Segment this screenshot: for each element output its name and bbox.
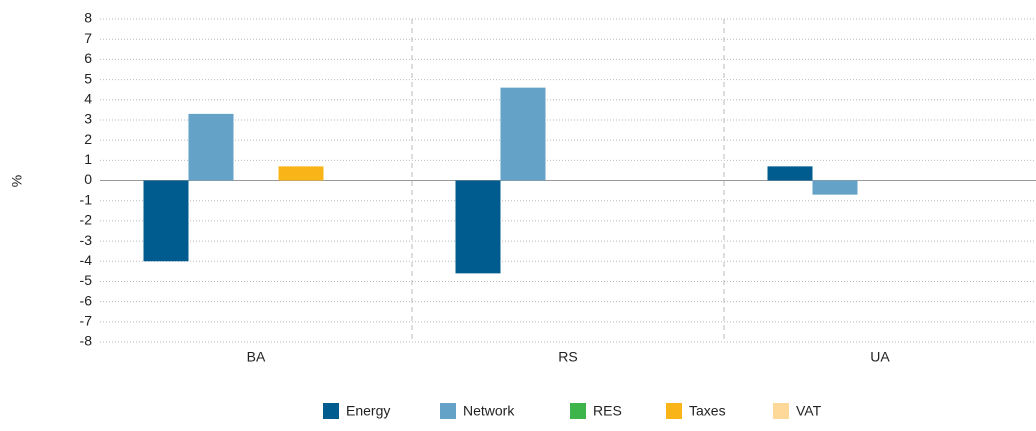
y-tick-label: -3 <box>80 232 93 248</box>
y-tick-label: -4 <box>80 252 93 268</box>
bar <box>767 166 813 181</box>
y-tick-label: 6 <box>84 50 92 66</box>
y-tick-label: 7 <box>84 30 92 46</box>
x-tick-label: BA <box>247 349 266 365</box>
legend-swatch <box>440 403 456 419</box>
legend-label: Taxes <box>689 403 726 419</box>
bar <box>455 180 501 274</box>
legend-swatch <box>323 403 339 419</box>
legend-label: Network <box>463 403 515 419</box>
legend-label: RES <box>593 403 622 419</box>
bar <box>143 180 189 262</box>
y-tick-label: -2 <box>80 212 93 228</box>
x-tick-label: RS <box>558 349 577 365</box>
bar <box>812 180 858 195</box>
legend-label: Energy <box>346 403 390 419</box>
y-tick-label: 4 <box>84 90 92 106</box>
legend-swatch <box>773 403 789 419</box>
y-tick-label: -1 <box>80 191 93 207</box>
bar <box>188 113 234 181</box>
y-tick-label: -5 <box>80 272 93 288</box>
y-tick-label: 2 <box>84 131 92 147</box>
x-tick-label: UA <box>870 349 890 365</box>
y-tick-label: -7 <box>80 313 93 329</box>
legend-label: VAT <box>796 403 822 419</box>
legend-swatch <box>666 403 682 419</box>
bar <box>500 87 546 181</box>
bar <box>278 166 324 181</box>
legend-swatch <box>570 403 586 419</box>
y-tick-label: 5 <box>84 70 92 86</box>
y-tick-label: 1 <box>84 151 92 167</box>
y-tick-label: 0 <box>84 171 92 187</box>
y-tick-label: 3 <box>84 111 92 127</box>
y-axis-label: % <box>9 175 25 187</box>
y-tick-label: -8 <box>80 333 93 349</box>
y-tick-label: 8 <box>84 10 92 26</box>
y-tick-label: -6 <box>80 292 93 308</box>
